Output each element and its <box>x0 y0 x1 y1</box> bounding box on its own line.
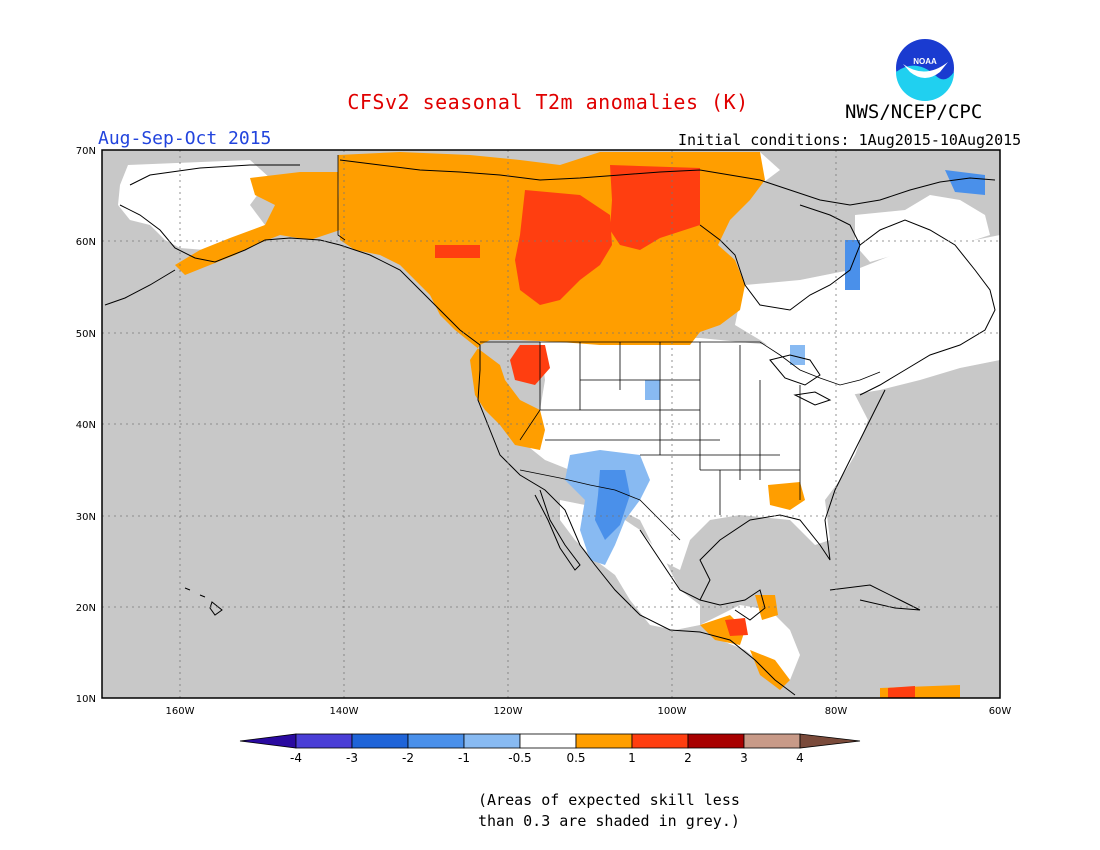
colorbar-label: 1 <box>628 751 636 765</box>
neutral-region-conus <box>520 338 868 570</box>
colorbar-segment <box>519 733 577 749</box>
coastline-baja <box>534 489 581 571</box>
colorbar-label: 4 <box>796 751 804 765</box>
border-us-mexico <box>519 469 681 541</box>
coastline-hawaii <box>184 587 223 616</box>
coastline-yucatan <box>699 589 766 621</box>
state-lines <box>519 342 801 515</box>
colorbar-label: 2 <box>684 751 692 765</box>
coastline-pacific <box>339 244 796 696</box>
skill-note: (Areas of expected skill less than 0.3 a… <box>478 790 740 832</box>
colorbar-label: -0.5 <box>508 751 531 765</box>
latitude-labels: 70N 60N 50N 40N 30N 20N 10N <box>76 146 96 705</box>
colorbar-segment <box>239 733 297 749</box>
colorbar-label: -1 <box>458 751 470 765</box>
lat-label: 70N <box>76 146 96 157</box>
coastlines <box>104 159 996 696</box>
cool-anomaly-dakota <box>645 380 660 400</box>
lat-label: 60N <box>76 237 96 248</box>
border-us-canada <box>480 341 881 386</box>
warm-anomaly-alaska-south <box>175 172 340 275</box>
warm-anomaly-strong-nwt <box>515 190 612 305</box>
colorbar-label: -2 <box>402 751 414 765</box>
colorbar-segment <box>631 733 689 749</box>
warm-anomaly-central-america <box>750 650 790 690</box>
anomaly-field <box>118 152 1000 698</box>
longitude-labels: 160W 140W 120W 100W 80W 60W <box>166 706 1012 717</box>
coastline-greatlakes <box>769 354 832 406</box>
chart-title-text: CFSv2 seasonal T2m anomalies (K) <box>347 90 749 114</box>
skill-note-line: (Areas of expected skill less <box>478 791 740 809</box>
lon-label: 80W <box>825 706 848 717</box>
warm-anomaly-strong-yukon <box>435 245 480 258</box>
coastline-aleutians <box>104 269 176 306</box>
colorbar-segment <box>743 733 801 749</box>
agency-label: NWS/NCEP/CPC <box>845 101 983 123</box>
lon-label: 100W <box>658 706 687 717</box>
colorbar-segment <box>407 733 465 749</box>
warm-anomaly-southeast <box>768 482 805 510</box>
lon-label: 160W <box>166 706 195 717</box>
coastline-labrador <box>859 219 996 396</box>
colorbar-label: 3 <box>740 751 748 765</box>
colorbar-segment <box>575 733 633 749</box>
noaa-logo-wave <box>896 65 954 101</box>
colorbar-segment <box>687 733 745 749</box>
coastline-hudson-bay <box>699 204 861 311</box>
initial-conditions-label: Initial conditions: 1Aug2015-10Aug2015 <box>678 131 1022 149</box>
graticule <box>102 150 1000 698</box>
lat-label: 30N <box>76 512 96 523</box>
colorbar-segment <box>295 733 353 749</box>
colorbar-label: -4 <box>290 751 302 765</box>
cool-anomaly-greenland <box>945 170 985 195</box>
lat-label: 40N <box>76 420 96 431</box>
season-label: Aug-Sep-Oct 2015 <box>98 128 272 149</box>
cool-anomaly-greatlakes <box>790 345 805 365</box>
warm-anomaly-guatemala <box>755 595 778 620</box>
colorbar <box>239 733 861 749</box>
warm-anomaly-strong-colombia <box>888 686 915 698</box>
neutral-region-hudson <box>855 195 990 262</box>
lon-label: 140W <box>330 706 359 717</box>
chart-title: CFSv2 seasonal T2m anomalies (K) <box>0 90 1100 114</box>
colorbar-segment <box>463 733 521 749</box>
colorbar-segment <box>799 733 861 749</box>
colorbar-label: -3 <box>346 751 358 765</box>
coastline-arctic <box>339 159 996 206</box>
lon-label: 120W <box>494 706 523 717</box>
colorbar-labels: -4 -3 -2 -1 -0.5 0.5 1 2 3 4 <box>290 751 804 765</box>
political-boundaries <box>337 155 881 541</box>
map-frame <box>101 149 1001 699</box>
skill-note-line: than 0.3 are shaded in grey.) <box>478 812 740 830</box>
colorbar-label: 0.5 <box>566 751 585 765</box>
warm-anomaly-strong-nunavut <box>610 165 700 250</box>
noaa-logo-bird <box>903 62 948 78</box>
colorbar-segment <box>351 733 409 749</box>
lat-label: 50N <box>76 329 96 340</box>
noaa-logo: NOAA <box>896 39 954 101</box>
warm-anomaly-strong-central-america <box>725 618 748 636</box>
lat-label: 20N <box>76 603 96 614</box>
lat-label: 10N <box>76 694 96 705</box>
lon-label: 60W <box>989 706 1012 717</box>
coastline-gulf <box>639 389 886 601</box>
noaa-logo-text: NOAA <box>913 57 937 66</box>
border-alaska-canada <box>337 155 346 241</box>
coastline-alaska <box>119 164 341 263</box>
